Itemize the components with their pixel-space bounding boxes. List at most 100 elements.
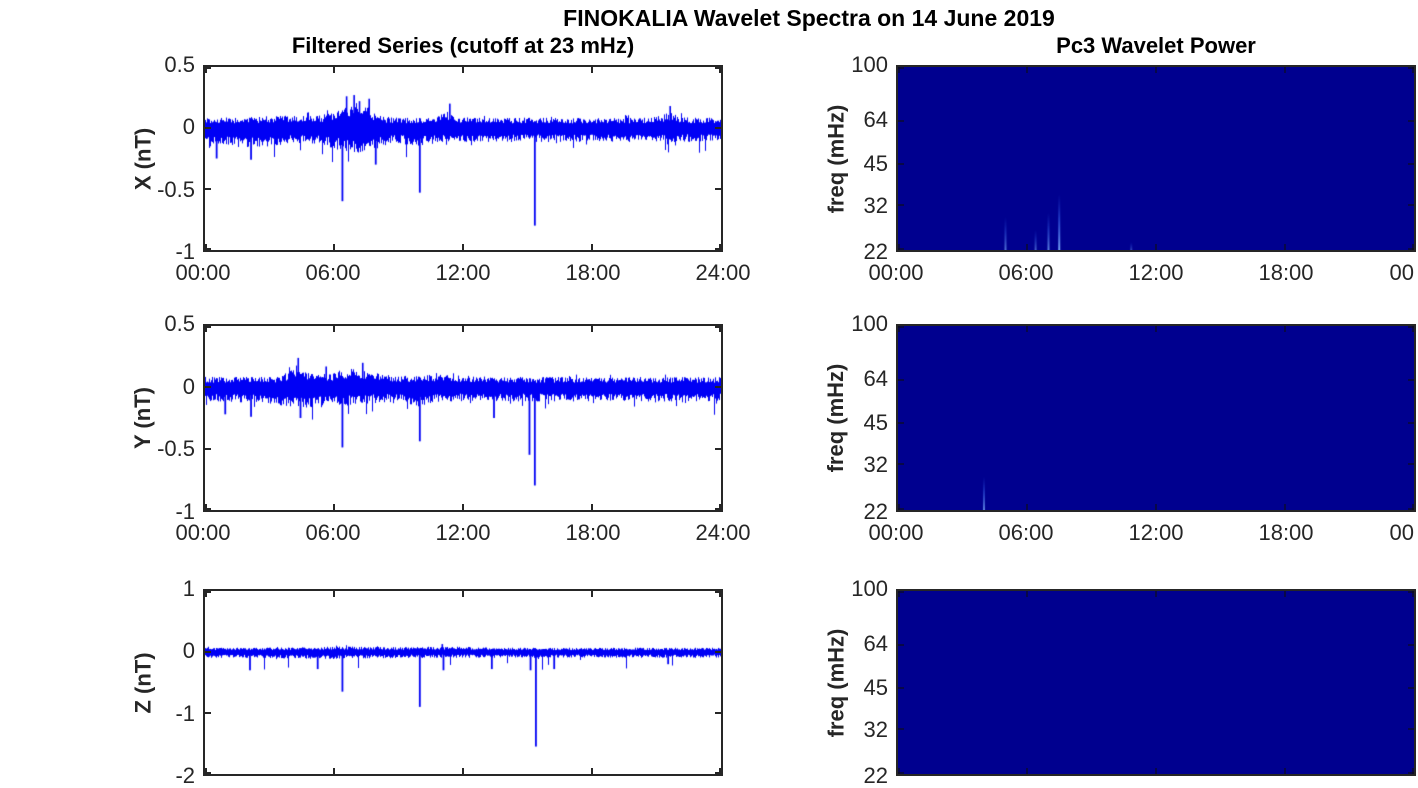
wavelet-heatmap	[898, 326, 1414, 510]
x-tick-label: 00:00	[175, 520, 231, 545]
tick-mark-x-tick-top	[1284, 591, 1286, 597]
tick-mark-y-tick-right	[715, 508, 721, 510]
tick-mark-x-tick-top	[591, 591, 593, 597]
tick-mark-x-tick-bottom	[898, 768, 900, 774]
tick-mark-x-tick-top	[333, 326, 335, 332]
tick-mark-y-tick-right	[715, 326, 721, 328]
tick-mark-x-tick-top	[462, 67, 464, 73]
tick-mark-y-tick-left	[205, 712, 211, 714]
x-tick-label: 06:00	[305, 520, 361, 545]
y-tick-label: 64	[863, 107, 888, 133]
x-tick-label: 06:00	[305, 260, 361, 285]
tick-mark-y-tick-left	[898, 772, 904, 774]
tick-mark-x-tick-top	[1412, 591, 1414, 597]
tick-mark-y-tick-right	[715, 67, 721, 69]
y-tick-label: 100	[851, 311, 888, 336]
tick-mark-y-tick-left	[898, 248, 904, 250]
tick-mark-y-tick-left	[898, 203, 904, 206]
plot-area	[896, 589, 1416, 776]
tick-mark-x-tick-top	[1026, 591, 1028, 597]
tick-mark-x-tick-top	[898, 591, 900, 597]
y-tick-label: 45	[863, 674, 888, 700]
tick-mark-y-tick-left	[898, 591, 904, 593]
wavelet-heatmap	[898, 67, 1414, 250]
tick-mark-x-tick-bottom	[1155, 768, 1157, 774]
tick-mark-x-tick-top	[1412, 67, 1414, 73]
tick-mark-x-tick-top	[898, 326, 900, 332]
waveform-plot	[205, 326, 721, 510]
waveform-plot	[205, 591, 721, 774]
tick-mark-y-tick-right	[1408, 643, 1414, 646]
tick-mark-x-tick-top	[462, 326, 464, 332]
tick-mark-x-tick-top	[1026, 67, 1028, 73]
x-tick-label: 18:00	[1258, 260, 1314, 285]
y-tick-label: -1	[175, 239, 195, 264]
tick-mark-x-tick-bottom	[205, 504, 207, 510]
tick-mark-x-tick-bottom	[719, 504, 721, 510]
tick-mark-y-tick-right	[715, 127, 721, 129]
y-axis-label: Y (nT)	[130, 387, 155, 449]
y-tick-label: 45	[863, 150, 888, 176]
tick-mark-y-tick-left	[898, 463, 904, 466]
tick-mark-y-tick-right	[715, 248, 721, 250]
plot-area	[203, 65, 723, 252]
x-tick-label: 24:00	[695, 520, 751, 545]
tick-mark-y-tick-right	[1408, 591, 1414, 593]
tick-mark-x-tick-bottom	[462, 504, 464, 510]
tick-mark-y-tick-right	[1408, 508, 1414, 510]
plot-area	[896, 324, 1416, 512]
tick-mark-x-tick-bottom	[591, 244, 593, 250]
y-tick-label: -0.5	[157, 436, 195, 462]
y-axis-label: freq (mHz)	[823, 628, 848, 737]
y-axis-label: freq (mHz)	[823, 104, 848, 213]
tick-mark-x-tick-bottom	[205, 768, 207, 774]
tick-mark-x-tick-bottom	[719, 244, 721, 250]
tick-mark-y-tick-left	[205, 67, 211, 69]
tick-mark-y-tick-left	[205, 248, 211, 250]
tick-mark-x-tick-top	[591, 67, 593, 73]
tick-mark-x-tick-bottom	[591, 504, 593, 510]
y-tick-label: 100	[851, 576, 888, 601]
y-tick-label: 32	[863, 452, 888, 478]
tick-mark-y-tick-right	[1408, 727, 1414, 730]
subplot-title: Pc3 Wavelet Power	[1056, 33, 1256, 58]
y-tick-label: 0	[182, 373, 195, 399]
tick-mark-x-tick-top	[1284, 67, 1286, 73]
tick-mark-y-tick-left	[205, 188, 211, 190]
x-tick-label: 06:00	[998, 520, 1054, 545]
tick-mark-y-tick-right	[1408, 119, 1414, 122]
figure-title: FINOKALIA Wavelet Spectra on 14 June 201…	[563, 5, 1055, 31]
tick-mark-y-tick-right	[715, 386, 721, 389]
tick-mark-x-tick-bottom	[1155, 504, 1157, 510]
tick-mark-x-tick-bottom	[462, 244, 464, 250]
tick-mark-x-tick-top	[205, 326, 207, 332]
tick-mark-y-tick-right	[1408, 203, 1414, 206]
tick-mark-y-tick-right	[1408, 379, 1414, 382]
tick-mark-y-tick-right	[715, 772, 721, 774]
wavelet-heatmap	[898, 591, 1414, 774]
tick-mark-x-tick-bottom	[333, 244, 335, 250]
tick-mark-x-tick-bottom	[591, 768, 593, 774]
tick-mark-y-tick-right	[715, 712, 721, 714]
x-tick-label: 12:00	[435, 520, 491, 545]
tick-mark-y-tick-left	[205, 386, 211, 389]
y-tick-label: 22	[863, 499, 888, 524]
tick-mark-y-tick-left	[898, 326, 904, 328]
tick-mark-x-tick-bottom	[1155, 244, 1157, 250]
tick-mark-x-tick-top	[1155, 326, 1157, 332]
tick-mark-x-tick-bottom	[1026, 244, 1028, 250]
y-tick-label: -1	[175, 499, 195, 524]
tick-mark-x-tick-top	[1155, 67, 1157, 73]
tick-mark-x-tick-top	[205, 591, 207, 597]
tick-mark-y-tick-left	[205, 447, 211, 450]
tick-mark-y-tick-left	[898, 643, 904, 646]
tick-mark-y-tick-left	[205, 591, 211, 593]
tick-mark-x-tick-top	[719, 591, 721, 597]
x-tick-label: 24:00	[695, 260, 751, 285]
tick-mark-x-tick-top	[719, 67, 721, 73]
y-axis-label: X (nT)	[130, 127, 155, 190]
tick-mark-x-tick-bottom	[1412, 244, 1414, 250]
tick-mark-x-tick-bottom	[898, 244, 900, 250]
tick-mark-x-tick-bottom	[1026, 504, 1028, 510]
